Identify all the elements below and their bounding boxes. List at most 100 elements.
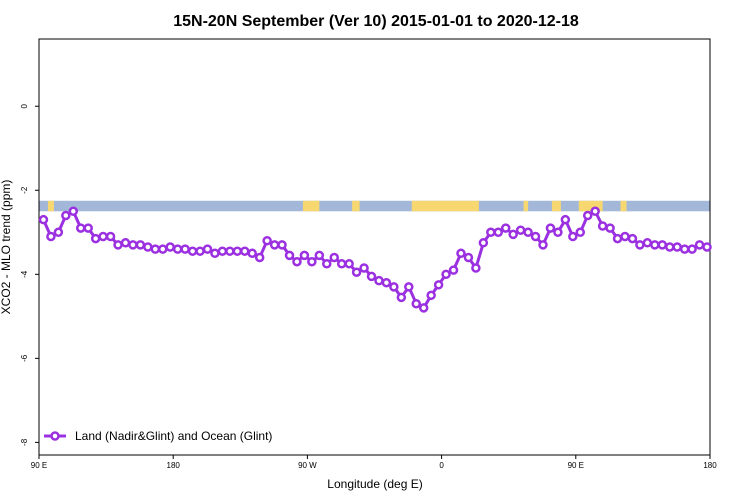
data-point (240, 246, 250, 256)
data-point (523, 227, 533, 238)
legend-marker (50, 431, 60, 441)
legend: Land (Nadir&Glint) and Ocean (Glint) (44, 429, 272, 443)
data-point (500, 223, 511, 233)
data-point (538, 240, 548, 250)
data-point (254, 252, 265, 263)
data-point (553, 227, 563, 238)
data-point (359, 263, 369, 273)
data-point (90, 233, 101, 244)
data-point (322, 259, 332, 269)
data-point (195, 246, 205, 256)
data-point (262, 235, 272, 246)
data-point (404, 282, 414, 292)
data-point (269, 240, 280, 250)
land-segment (411, 200, 479, 212)
data-point (202, 244, 213, 254)
data-point (687, 244, 697, 254)
data-point (292, 256, 302, 267)
data-point (307, 256, 317, 267)
data-point (694, 240, 705, 250)
ocean-band (39, 200, 710, 212)
data-point (560, 214, 571, 225)
y-tick-label: 0 (20, 103, 29, 108)
data-point (642, 238, 653, 248)
data-point (657, 240, 668, 250)
data-point (351, 267, 362, 277)
series-layer (38, 206, 712, 313)
chart-title: 15N-20N September (Ver 10) 2015-01-01 to… (173, 13, 579, 30)
data-point (515, 225, 526, 235)
land-segment (352, 200, 360, 212)
data-point (374, 275, 384, 286)
data-point (180, 244, 190, 254)
land-segment (302, 200, 320, 212)
data-point (210, 248, 220, 259)
data-point (217, 246, 228, 256)
x-axis-label: Longitude (deg E) (327, 477, 422, 491)
data-point (418, 303, 429, 313)
data-point (702, 242, 712, 252)
data-point (493, 227, 504, 238)
data-point (426, 290, 436, 301)
data-point (344, 259, 354, 269)
data-point (389, 282, 399, 292)
data-point (143, 242, 153, 252)
data-point (627, 233, 638, 244)
data-point (38, 214, 49, 225)
data-point (113, 240, 123, 250)
data-point (277, 240, 287, 250)
data-point (478, 238, 489, 248)
data-point (53, 227, 64, 238)
y-axis: 0 -2 -4 -6 -8 (20, 103, 39, 446)
data-point (582, 210, 593, 221)
data-point (441, 269, 451, 280)
data-point (366, 271, 377, 282)
land-segment (551, 200, 561, 212)
data-point (508, 229, 518, 240)
data-point (120, 238, 131, 248)
data-point (486, 227, 496, 238)
data-point (545, 223, 556, 233)
land-ocean-mask-band (39, 200, 710, 212)
data-point (284, 250, 295, 261)
data-point (158, 244, 168, 254)
data-point (247, 248, 257, 259)
x-tick-label: 90 E (568, 461, 584, 470)
data-point (650, 240, 660, 250)
data-point (575, 227, 586, 238)
data-point (620, 231, 630, 242)
data-point (448, 265, 459, 275)
data-point (530, 231, 541, 242)
y-tick-label: -8 (20, 438, 29, 446)
data-point (83, 223, 93, 233)
data-point (590, 206, 600, 217)
data-point (105, 231, 116, 242)
y-tick-label: -2 (20, 186, 29, 194)
data-point (187, 246, 198, 256)
data-point (150, 244, 161, 254)
data-point (76, 223, 86, 233)
data-point (672, 242, 682, 252)
data-point (381, 277, 392, 288)
x-tick-label: 0 (439, 461, 444, 470)
x-tick-label: 180 (703, 461, 717, 470)
data-point (605, 223, 615, 233)
data-point (471, 263, 481, 273)
data-point (172, 244, 183, 254)
x-tick-label: 180 (167, 461, 181, 470)
x-axis: 90 E 180 90 W 0 90 E 180 (31, 455, 717, 470)
data-point (679, 244, 690, 254)
legend-label: Land (Nadir&Glint) and Ocean (Glint) (75, 429, 272, 443)
data-point (314, 250, 325, 261)
y-tick-label: -4 (20, 270, 29, 278)
data-point (46, 231, 56, 242)
data-point (612, 233, 623, 244)
y-tick-label: -6 (20, 354, 29, 362)
data-point (98, 231, 108, 242)
data-point (299, 250, 310, 261)
data-point (433, 280, 444, 290)
data-point (664, 242, 675, 252)
data-point (597, 221, 608, 231)
data-point (329, 252, 339, 263)
